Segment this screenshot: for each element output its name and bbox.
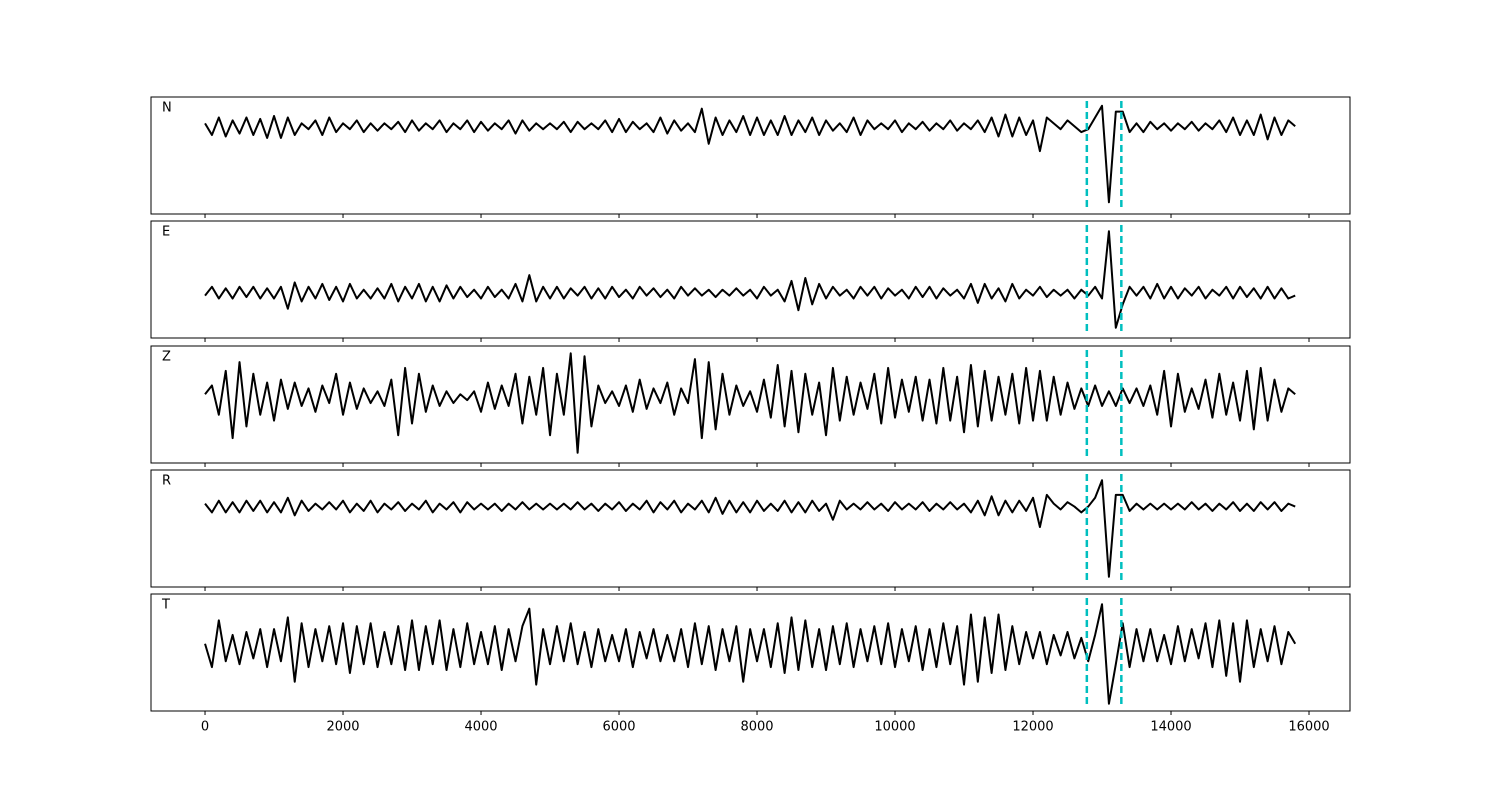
x-tick-label: 12000 [1012,720,1053,735]
panel-frame [150,593,1351,712]
x-tick-label: 6000 [602,720,635,735]
panel-label: E [162,225,170,240]
x-tick-label: 8000 [740,720,773,735]
x-tick-label: 10000 [874,720,915,735]
panel-frame [150,469,1351,588]
x-tick-label: 4000 [464,720,497,735]
panel-label: N [162,101,172,116]
panel-frame [150,96,1351,215]
x-tick-label: 2000 [326,720,359,735]
x-tick-label: 14000 [1150,720,1191,735]
panel-label: T [161,598,170,613]
panel-label: R [162,474,171,489]
trace [204,603,1297,705]
trace [204,230,1296,329]
panel-frame [150,220,1351,339]
x-tick-label: 0 [201,720,209,735]
trace [204,479,1296,578]
x-tick-label: 16000 [1288,720,1329,735]
panel-label: Z [162,350,171,365]
trace [204,352,1296,454]
panel-frame [150,345,1351,464]
trace [204,104,1296,204]
